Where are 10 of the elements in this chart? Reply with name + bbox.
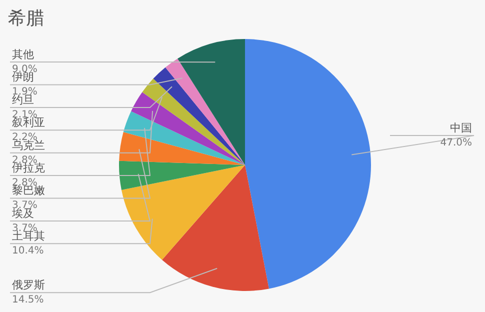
slice-label: 土耳其 bbox=[12, 230, 45, 243]
chart-title: 希腊 bbox=[8, 8, 44, 29]
slice-label: 中国 bbox=[450, 122, 472, 135]
data-label: 14.5% bbox=[12, 294, 44, 306]
data-label: 47.0% bbox=[440, 138, 472, 149]
data-label: 10.4% bbox=[12, 246, 44, 257]
slice-label: 其他 bbox=[12, 48, 34, 62]
slice-label: 叙利亚 bbox=[12, 116, 45, 130]
slice-label: 伊拉克 bbox=[12, 162, 45, 175]
slice-label: 俄罗斯 bbox=[12, 278, 45, 292]
